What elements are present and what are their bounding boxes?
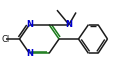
Text: Cl: Cl xyxy=(2,34,10,44)
Text: N: N xyxy=(65,20,72,29)
Text: N: N xyxy=(26,20,33,29)
Text: N: N xyxy=(26,49,33,58)
